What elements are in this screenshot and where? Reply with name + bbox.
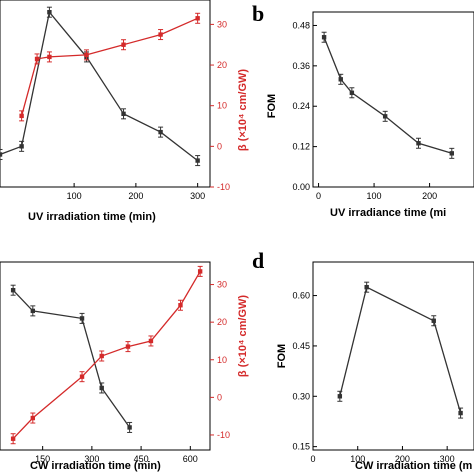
panel-a-series-1-point-2 xyxy=(47,54,52,60)
panel-a-y2tick-label-4: 30 xyxy=(217,19,227,29)
panel-d-series-0-point-3 xyxy=(458,410,463,416)
panel-a-frame xyxy=(0,0,211,188)
panel-a-series-0-point-1 xyxy=(19,144,24,149)
panel-c-series-1-line xyxy=(12,271,201,440)
panel-a-series-1-line xyxy=(20,17,198,117)
panel-d-series-0-point-2 xyxy=(431,318,436,323)
panel-c-frame xyxy=(0,261,211,451)
panel-a-xtick-label-1: 200 xyxy=(128,191,143,201)
panel-c-y2tick-label-3: 20 xyxy=(217,317,227,327)
panel-c-series-1-point-7 xyxy=(197,269,203,274)
panel-c-y2tick-label-2: 10 xyxy=(217,355,227,365)
panel-d-ytick-label-3: 0.60 xyxy=(292,291,310,301)
panel-c-xtick-label-2: 450 xyxy=(134,454,149,464)
panel-d-series-0-point-1 xyxy=(364,284,369,290)
panel-c-y2tick-label-1: 0 xyxy=(217,392,222,402)
panel-a-series-0-point-4 xyxy=(121,111,126,117)
panel-letter-d: d xyxy=(252,248,264,273)
panel-d-frame xyxy=(312,261,474,451)
panel-a-series-1-point-6 xyxy=(195,16,200,21)
panel-a-series-0-point-0 xyxy=(0,152,3,157)
panel-d-xlabel: CW irradiation time (m xyxy=(355,460,473,472)
panel-a-series-0-point-2 xyxy=(47,9,52,15)
panel-a-series-1-point-4 xyxy=(121,42,126,47)
panel-c-series-0-line xyxy=(12,289,131,428)
panel-c-y2tick-label-4: 30 xyxy=(217,280,227,290)
panel-b-series-0-line xyxy=(323,36,452,154)
panel-b-ytick-label-2: 0.24 xyxy=(292,101,310,111)
panel-a-series-0-point-5 xyxy=(158,129,163,135)
panel-c-series-1-point-0 xyxy=(10,436,16,441)
panel-b-ytick-label-1: 0.12 xyxy=(292,142,310,152)
panel-c-xtick-label-3: 600 xyxy=(183,454,198,464)
panel-d-series-0-point-0 xyxy=(337,394,343,399)
panel-b-ytick-label-4: 0.48 xyxy=(292,20,310,30)
panel-d-ytick-label-2: 0.45 xyxy=(292,341,310,351)
panel-b-xtick-label-2: 200 xyxy=(422,191,437,201)
panel-a-y2tick-label-1: 0 xyxy=(217,141,222,151)
panel-c-xtick-label-1: 300 xyxy=(84,454,99,464)
panel-b-series-0-point-3 xyxy=(382,114,388,119)
panel-b-xtick-label-1: 100 xyxy=(367,191,382,201)
panel-d-xtick-label-0: 0 xyxy=(310,454,315,464)
panel-c-series-1-point-3 xyxy=(99,353,104,359)
panel-a-xlabel: UV irradiation time (min) xyxy=(28,211,156,223)
panel-c-series-1-point-6 xyxy=(178,303,183,308)
panel-a-series-1-point-5 xyxy=(158,32,163,37)
panel-c-series-0-point-0 xyxy=(10,288,16,293)
panel-d-xtick-label-1: 100 xyxy=(350,454,365,464)
panel-d-series-0-line xyxy=(339,286,462,414)
panel-c-series-0-point-1 xyxy=(30,308,36,314)
panel-a-series-1-point-1 xyxy=(34,56,40,62)
panel-a-series-1-point-3 xyxy=(84,52,89,58)
panel-c-y2label: β (×10⁴ cm/GW) xyxy=(237,295,249,377)
panel-c-series-1-point-2 xyxy=(79,374,85,379)
panel-b-xlabel: UV irradiance time (mi xyxy=(330,207,446,219)
panel-b-series-0-point-0 xyxy=(321,35,327,40)
panel-c-xlabel: CW irradiation time (min) xyxy=(30,460,161,472)
panel-a-xtick-label-2: 300 xyxy=(190,191,205,201)
panel-d-xtick-label-2: 200 xyxy=(395,454,410,464)
panel-b-ylabel: FOM xyxy=(266,94,278,118)
panel-letter-b: b xyxy=(252,1,264,26)
panel-b-series-0-point-2 xyxy=(349,90,355,95)
panel-b-ytick-label-0: 0.00 xyxy=(292,182,310,192)
panel-b-series-0-point-1 xyxy=(338,77,343,82)
panel-c-series-0-point-2 xyxy=(79,316,85,321)
panel-c-series-1-point-1 xyxy=(30,415,36,421)
panel-c-series-1-point-5 xyxy=(148,338,154,344)
panel-d-ytick-label-1: 0.30 xyxy=(292,391,310,401)
panel-b-ytick-label-3: 0.36 xyxy=(292,61,310,71)
panel-c-xtick-label-0: 150 xyxy=(35,454,50,464)
panel-a-series-1-point-0 xyxy=(19,113,24,119)
panel-c-series-1-point-4 xyxy=(125,344,131,349)
panel-d-ytick-label-0: 0.15 xyxy=(292,442,310,452)
panel-c-series-0-point-3 xyxy=(99,385,104,391)
panel-a-y2tick-label-2: 10 xyxy=(217,101,227,111)
panel-a-y2tick-label-0: -10 xyxy=(217,182,230,192)
panel-a-y2label: β (×10⁴ cm/GW) xyxy=(237,69,249,151)
panel-c-series-0-point-4 xyxy=(127,425,132,430)
panel-d-ylabel: FOM xyxy=(276,344,288,368)
panel-a-series-0-point-6 xyxy=(195,158,200,163)
panel-d-xtick-label-3: 300 xyxy=(440,454,455,464)
panel-b-series-0-point-5 xyxy=(449,151,454,156)
panel-a-y2tick-label-3: 20 xyxy=(217,60,227,70)
panel-b-xtick-label-0: 0 xyxy=(316,191,321,201)
panel-b-frame xyxy=(312,11,474,188)
panel-c-y2tick-label-0: -10 xyxy=(217,430,230,440)
panel-a-xtick-label-0: 100 xyxy=(67,191,82,201)
panel-b-series-0-point-4 xyxy=(416,141,421,146)
